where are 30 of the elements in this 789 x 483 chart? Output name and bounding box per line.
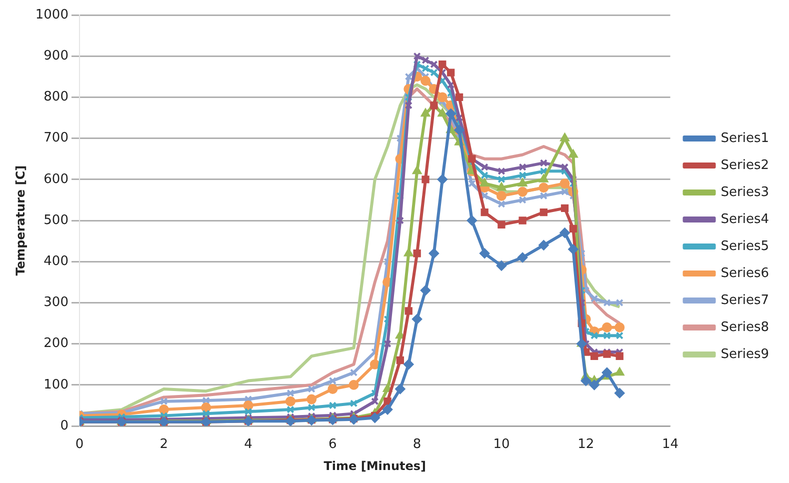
y-tick-label: 400: [44, 254, 68, 269]
legend-label: Series2: [720, 158, 769, 173]
legend-label: Series6: [720, 266, 769, 281]
y-tick-label: 600: [44, 172, 68, 187]
legend-label: Series1: [720, 130, 769, 146]
y-tick-label: 0: [60, 418, 68, 434]
y-axis-title: Temperature [C]: [13, 165, 28, 276]
x-tick-label: 12: [578, 437, 594, 452]
y-tick-label: 100: [44, 377, 68, 392]
legend-label: Series4: [720, 212, 769, 227]
x-tick-label: 0: [75, 437, 84, 452]
x-tick-label: 10: [493, 437, 510, 452]
y-tick-label: 900: [44, 48, 68, 64]
x-tick-label: 8: [412, 437, 422, 452]
x-axis-title: Time [Minutes]: [324, 458, 426, 473]
legend-label: Series9: [720, 346, 769, 362]
legend-label: Series3: [720, 184, 769, 200]
y-tick-label: 700: [44, 130, 68, 146]
x-tick-label: 14: [662, 437, 679, 452]
legend-label: Series5: [720, 238, 769, 254]
legend-label: Series8: [720, 320, 769, 335]
y-tick-label: 800: [44, 90, 68, 105]
y-tick-label: 500: [44, 212, 68, 228]
y-tick-label: 1000: [35, 7, 68, 22]
x-tick-label: 4: [244, 437, 252, 452]
y-tick-label: 200: [44, 336, 68, 352]
x-tick-label: 6: [328, 437, 337, 452]
x-tick-label: 2: [160, 437, 168, 452]
y-tick-label: 300: [44, 295, 68, 310]
legend-label: Series7: [720, 292, 769, 308]
